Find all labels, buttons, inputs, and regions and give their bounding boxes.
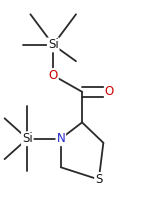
- Text: N: N: [56, 132, 65, 145]
- Text: Si: Si: [22, 132, 33, 145]
- Text: Si: Si: [48, 38, 59, 51]
- Text: O: O: [105, 85, 114, 98]
- Text: O: O: [49, 69, 58, 82]
- Text: S: S: [95, 173, 102, 186]
